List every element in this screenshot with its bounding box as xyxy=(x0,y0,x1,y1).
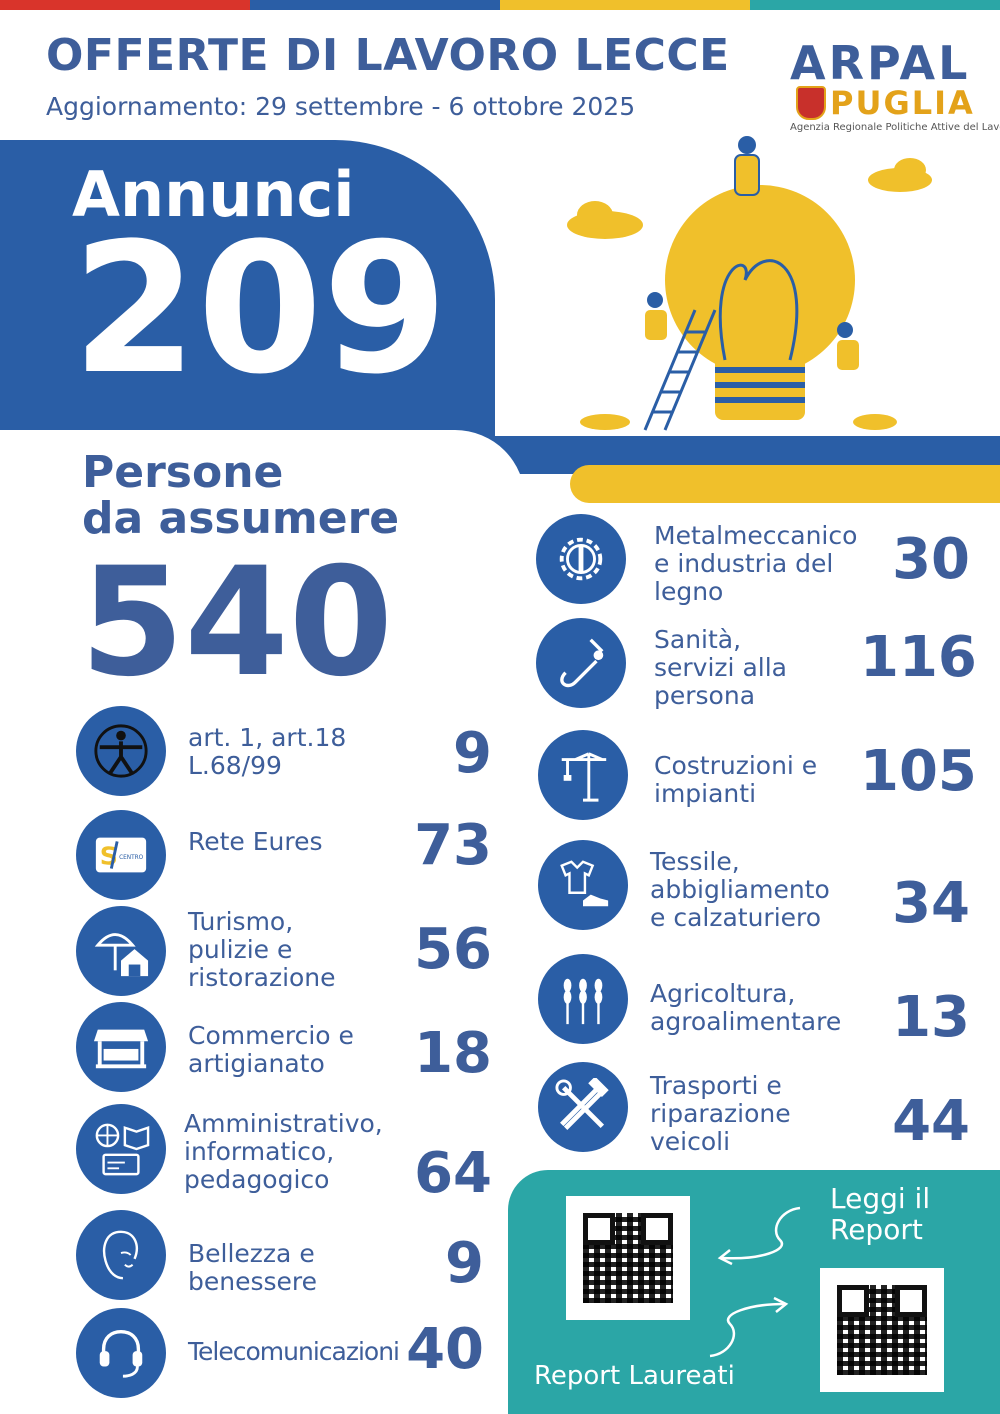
accessibility-icon xyxy=(94,724,148,778)
qr-code-laureati-icon[interactable] xyxy=(820,1268,944,1392)
category-icon-circle: S CENTRO xyxy=(76,810,166,900)
category-value: 13 xyxy=(892,985,970,1050)
category-icon-circle xyxy=(76,906,166,996)
crane-icon xyxy=(561,752,607,802)
category-label: Amministrativo, informatico, pedagogico xyxy=(184,1109,383,1194)
category-value: 56 xyxy=(414,917,492,982)
gear-wrench-icon xyxy=(559,537,603,581)
annunci-panel xyxy=(0,140,495,460)
category-icon-circle xyxy=(538,1062,628,1152)
category-label: Trasporti e riparazione veicoli xyxy=(650,1071,791,1156)
top-bar-red xyxy=(0,0,250,10)
stethoscope-icon xyxy=(560,638,604,688)
top-bar-yellow xyxy=(500,0,750,10)
category-value: 34 xyxy=(892,871,970,936)
puglia-shield-icon xyxy=(796,86,826,120)
category-value: 18 xyxy=(414,1021,492,1086)
top-bar-blue xyxy=(250,0,500,10)
update-date: Aggiornamento: 29 settembre - 6 ottobre … xyxy=(46,92,636,121)
umbrella-house-icon xyxy=(94,933,149,977)
category-label: Sanità, servizi alla persona xyxy=(654,625,787,710)
arrow-right-icon xyxy=(709,1296,789,1358)
persone-label: Persone da assumere xyxy=(82,447,400,545)
agency-tagline: Agenzia Regionale Politiche Attive del L… xyxy=(790,122,1000,133)
category-value: 44 xyxy=(892,1089,970,1154)
arrow-left-icon xyxy=(717,1206,801,1266)
category-icon-circle xyxy=(76,1104,166,1194)
globe-book-icon xyxy=(95,1123,150,1176)
page-title: OFFERTE DI LAVORO LECCE xyxy=(46,30,730,81)
annunci-count: 209 xyxy=(72,205,448,414)
category-icon-circle xyxy=(536,514,626,604)
category-value: 40 xyxy=(406,1317,484,1382)
qr-pattern xyxy=(583,1213,673,1303)
persone-label-text: Persone da assumere xyxy=(82,447,400,545)
top-bar-teal xyxy=(750,0,1000,10)
category-label: Costruzioni e impianti xyxy=(654,751,818,808)
arpal-logo-text: ARPAL xyxy=(790,36,971,90)
category-icon-circle xyxy=(538,840,628,930)
category-label: Turismo, pulizie e ristorazione xyxy=(188,907,336,992)
category-icon-circle xyxy=(538,954,628,1044)
persone-count: 540 xyxy=(80,536,394,710)
category-label: Agricoltura, agroalimentare xyxy=(650,979,842,1036)
leggi-report-link[interactable]: Leggi il Report xyxy=(830,1182,931,1246)
category-icon-circle xyxy=(76,1308,166,1398)
cloud-icon xyxy=(567,158,932,239)
category-icon-circle xyxy=(538,730,628,820)
category-icon-circle xyxy=(76,1210,166,1300)
category-value: 105 xyxy=(860,739,977,804)
top-color-bar xyxy=(0,0,1000,10)
qr-code-report-icon[interactable] xyxy=(566,1196,690,1320)
category-value: 73 xyxy=(414,813,492,878)
category-icon-circle xyxy=(76,706,166,796)
category-label: Rete Eures xyxy=(188,827,323,856)
category-icon-circle xyxy=(76,1002,166,1092)
lightbulb-illustration-icon xyxy=(567,136,932,431)
woman-face-icon xyxy=(102,1230,138,1280)
eures-logo-icon: S CENTRO xyxy=(95,837,147,873)
shirt-shoe-icon xyxy=(560,860,609,907)
decor-stripe-yellow xyxy=(570,465,1000,503)
svg-text:CENTRO: CENTRO xyxy=(119,855,144,861)
category-value: 9 xyxy=(453,721,492,786)
category-label: Telecomunicazioni xyxy=(188,1337,400,1366)
qr-pattern xyxy=(837,1285,927,1375)
category-value: 64 xyxy=(414,1141,492,1206)
market-stall-icon xyxy=(93,1029,149,1069)
category-label: Commercio e artigianato xyxy=(188,1021,354,1078)
annunci-label: Annunci xyxy=(72,158,355,231)
category-label: Tessile, abbigliamento e calzaturiero xyxy=(650,847,830,932)
category-label: art. 1, art.18 L.68/99 xyxy=(188,723,347,780)
category-value: 30 xyxy=(892,527,970,592)
wheat-icon xyxy=(563,978,603,1025)
report-laureati-link[interactable]: Report Laureati xyxy=(534,1361,735,1391)
headset-icon xyxy=(99,1330,143,1378)
category-label: Metalmeccanico e industria del legno xyxy=(654,521,858,606)
puglia-logo-text: PUGLIA xyxy=(830,84,975,122)
category-label: Bellezza e benessere xyxy=(188,1239,318,1296)
category-icon-circle xyxy=(536,618,626,708)
category-value: 116 xyxy=(860,625,977,690)
category-value: 9 xyxy=(445,1231,484,1296)
hammer-wrench-icon xyxy=(555,1078,609,1130)
